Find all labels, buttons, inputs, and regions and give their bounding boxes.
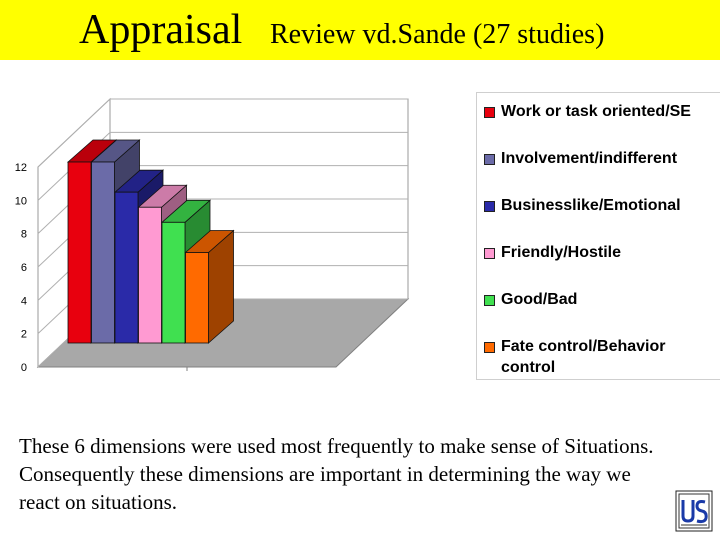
university-logo-icon xyxy=(675,490,713,532)
legend-swatch xyxy=(484,154,495,165)
chart-bars xyxy=(66,139,235,344)
legend-item: Friendly/Hostile xyxy=(484,242,709,263)
bar-front xyxy=(67,161,92,344)
legend-item: Fate control/Behavior control xyxy=(484,336,709,378)
y-tick-label: 6 xyxy=(21,262,27,274)
legend-item: Work or task oriented/SE xyxy=(484,101,709,122)
y-tick-label: 4 xyxy=(21,295,27,307)
legend-swatch xyxy=(484,295,495,306)
legend-label: Good/Bad xyxy=(501,291,578,308)
legend-swatch xyxy=(484,342,495,353)
gridline xyxy=(37,131,408,201)
slide-title: Appraisal xyxy=(79,7,243,53)
legend-item: Good/Bad xyxy=(484,289,709,310)
legend-item: Involvement/indifferent xyxy=(484,148,709,169)
legend-item: Businesslike/Emotional xyxy=(484,195,709,216)
legend-label: Fate control/Behavior control xyxy=(501,338,666,376)
legend-label: Work or task oriented/SE xyxy=(501,103,691,120)
slide-subtitle: Review vd.Sande (27 studies) xyxy=(270,19,605,50)
bar-front xyxy=(91,161,115,344)
slide-caption: These 6 dimensions were used most freque… xyxy=(19,434,654,514)
y-axis-ticks: 0 2 4 6 8 10 12 xyxy=(15,162,27,374)
bar xyxy=(184,229,235,344)
chart-legend: Work or task oriented/SE Involvement/indi… xyxy=(476,92,720,380)
legend-label: Businesslike/Emotional xyxy=(501,197,681,214)
legend-swatch xyxy=(484,107,495,118)
y-tick-label: 2 xyxy=(21,329,27,341)
y-tick-label: 0 xyxy=(21,362,27,374)
legend-label: Friendly/Hostile xyxy=(501,244,622,261)
bar-front xyxy=(138,206,162,344)
bar-front xyxy=(114,191,139,344)
legend-label: Involvement/indifferent xyxy=(501,150,678,167)
legend-swatch xyxy=(484,248,495,259)
bar-front xyxy=(161,221,186,344)
y-tick-label: 12 xyxy=(15,162,27,174)
legend-swatch xyxy=(484,201,495,212)
bar-front xyxy=(185,252,209,344)
title-bar: Appraisal Review vd.Sande (27 studies) xyxy=(0,0,720,60)
y-tick-label: 8 xyxy=(21,229,27,241)
bar-chart: 0 2 4 6 8 10 12 xyxy=(15,97,410,374)
gridline xyxy=(37,98,408,168)
y-tick-label: 10 xyxy=(15,195,27,207)
